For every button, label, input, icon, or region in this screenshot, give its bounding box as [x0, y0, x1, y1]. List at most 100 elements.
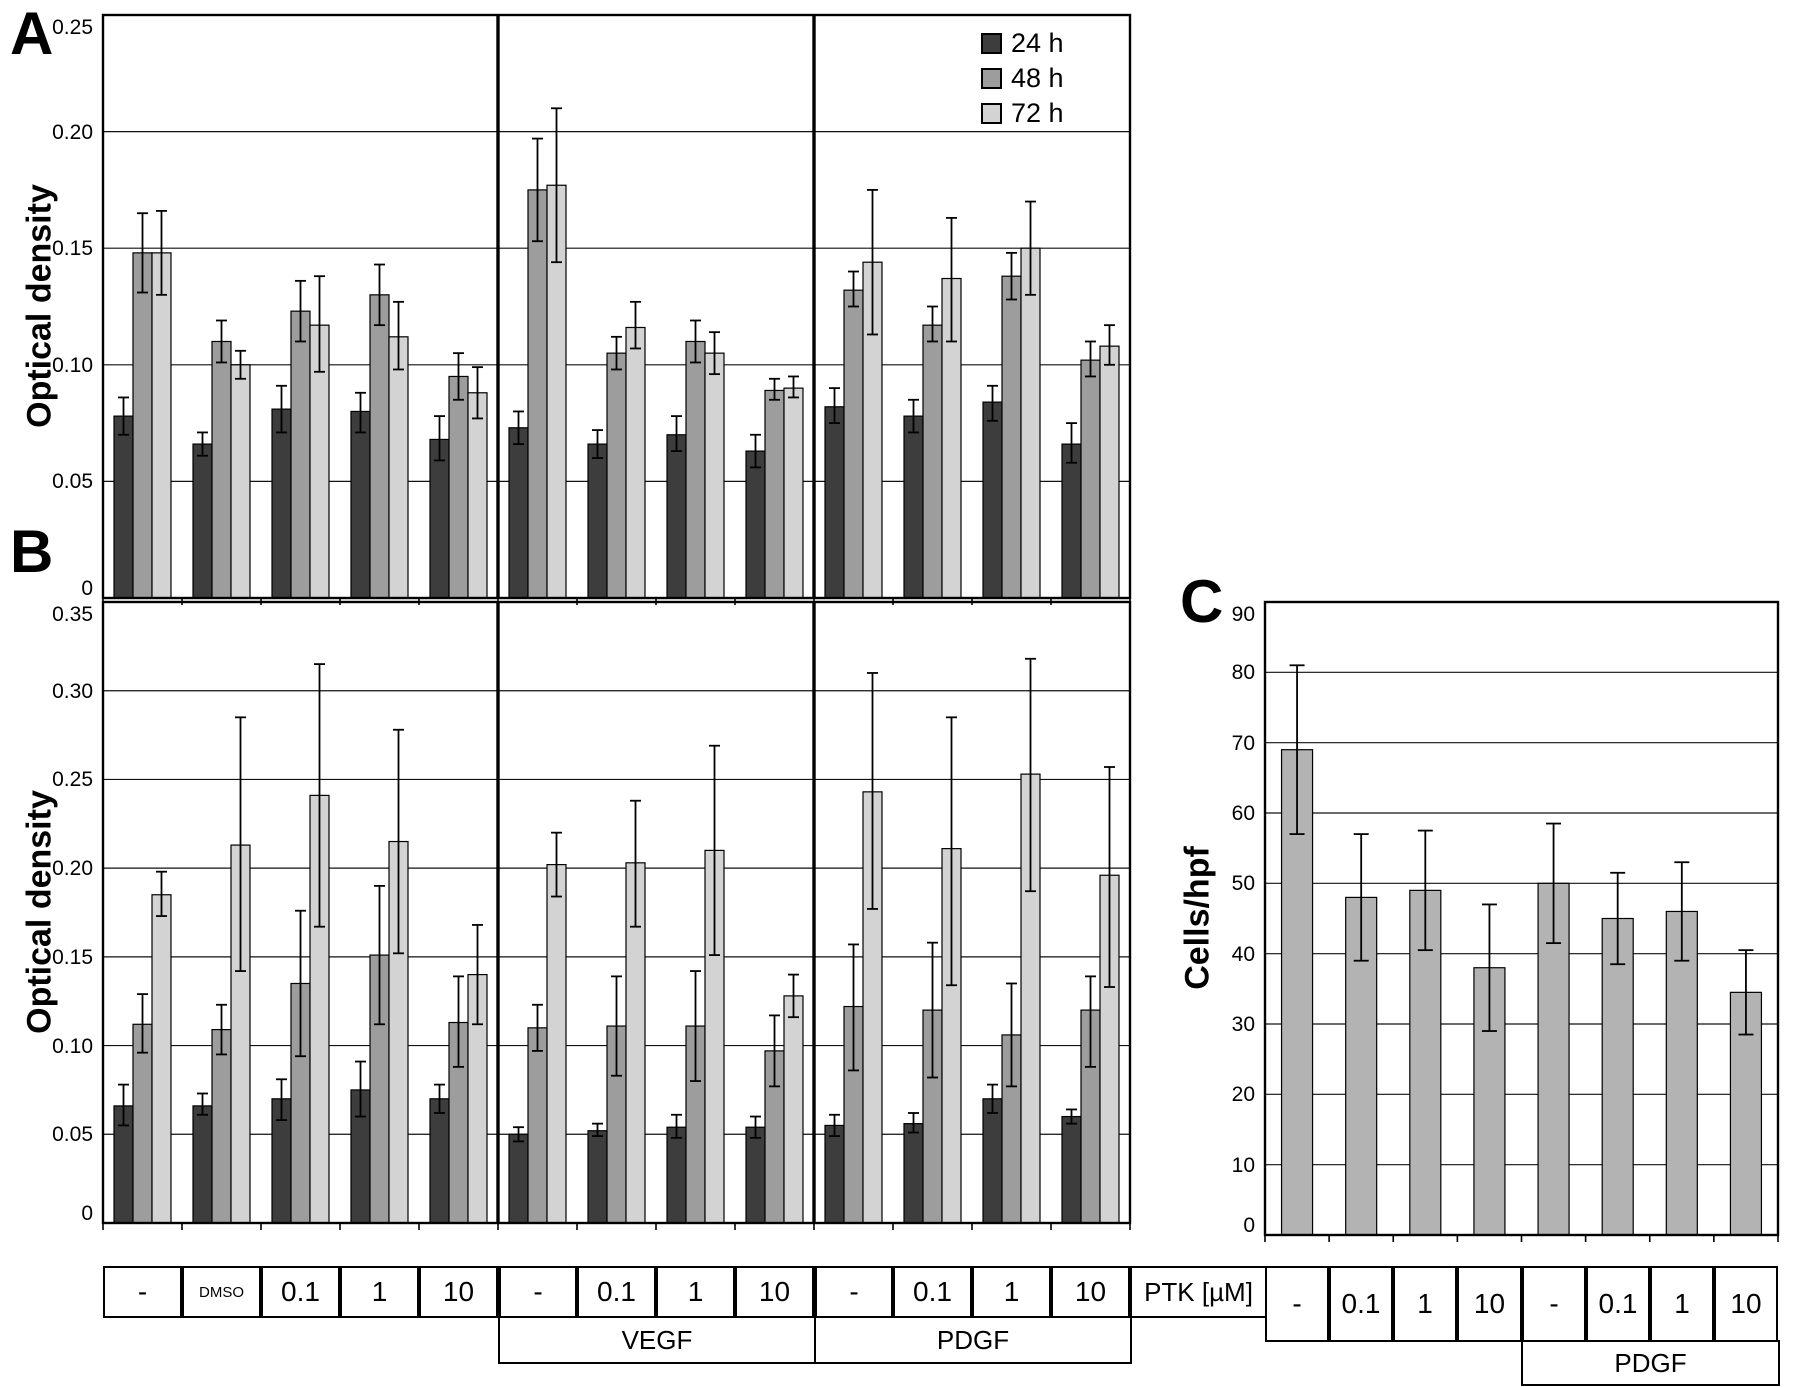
bar [429, 1098, 450, 1224]
panel-c-chart [1263, 600, 1780, 1242]
bar [903, 415, 924, 599]
legend-item-48h: 48 h [981, 61, 1064, 96]
group-label-cell: 0.1 [1329, 1266, 1393, 1342]
bar [843, 289, 864, 599]
bar [211, 340, 232, 599]
bar [1601, 917, 1634, 1236]
y-tick-label: 0 [81, 577, 93, 600]
bar [824, 406, 845, 599]
bar [429, 438, 450, 599]
panel-c-y-axis-title: Cells/hpf [1178, 846, 1217, 990]
group-label-cell: 0.1 [577, 1266, 656, 1318]
y-tick-label: 0.10 [52, 353, 93, 377]
y-tick-label: 60 [1231, 802, 1255, 825]
bar [448, 375, 469, 599]
bar [745, 450, 766, 599]
panel-b-y-axis-title: Optical density [20, 790, 59, 1034]
group-label-cell: DMSO [182, 1266, 261, 1318]
bar [192, 1105, 213, 1224]
group-label-cell: 1 [1393, 1266, 1457, 1342]
vegf-bracket: VEGF [498, 1316, 816, 1364]
bar [151, 894, 172, 1224]
y-tick-label: 10 [1231, 1153, 1255, 1177]
legend-swatch-72h-icon [981, 103, 1002, 124]
group-label-cell: 10 [735, 1266, 814, 1318]
bar [369, 294, 390, 599]
group-label-cell: - [1265, 1266, 1329, 1342]
group-label-cell: 1 [656, 1266, 735, 1318]
bar [1665, 910, 1698, 1236]
y-tick-label: 0.25 [52, 768, 93, 792]
bar [685, 340, 706, 599]
bar [783, 995, 804, 1224]
group-label-cell: 10 [1457, 1266, 1522, 1342]
bar [745, 1126, 766, 1224]
y-tick-label: 80 [1231, 661, 1255, 685]
bar [704, 352, 725, 599]
bar [271, 408, 292, 599]
bar [1080, 359, 1101, 599]
bar [508, 1133, 529, 1224]
y-tick-label: 0.15 [52, 945, 93, 969]
group-label-cell: 0.1 [1586, 1266, 1650, 1342]
legend-item-72h: 72 h [981, 96, 1064, 131]
y-tick-label: 0.15 [52, 237, 93, 261]
plot-frame [101, 13, 1132, 600]
bar [764, 389, 785, 599]
bar [290, 310, 311, 599]
group-label-cell: 10 [1051, 1266, 1130, 1318]
bar [1099, 345, 1120, 599]
legend-swatch-48h-icon [981, 68, 1002, 89]
bar [625, 326, 646, 599]
legend: 24 h 48 h 72 h [981, 26, 1064, 131]
group-label-cell: - [103, 1266, 182, 1318]
plot-frame [101, 600, 1132, 1225]
group-label-cell: 1 [1650, 1266, 1714, 1342]
y-tick-label: 0 [81, 1202, 93, 1225]
y-tick-label: 0.25 [52, 16, 93, 39]
bar [1001, 275, 1022, 599]
group-label-cell: 0.1 [261, 1266, 340, 1318]
bar [587, 443, 608, 599]
group-label-cell: 10 [419, 1266, 498, 1318]
bar [151, 252, 172, 599]
panel-a-chart [101, 13, 1132, 605]
bar [132, 1023, 153, 1224]
panel-c-label: C [1180, 568, 1224, 635]
bar [132, 252, 153, 599]
y-tick-label: 0.20 [52, 857, 93, 881]
bar [350, 410, 371, 599]
legend-label-48h: 48 h [1011, 63, 1064, 93]
bar [527, 1027, 548, 1224]
y-tick-label: 0.10 [52, 1034, 93, 1058]
bar [982, 401, 1003, 599]
plot-frame [1263, 600, 1780, 1237]
bar [211, 1029, 232, 1224]
group-label-cell: 0.1 [893, 1266, 972, 1318]
bar [546, 863, 567, 1224]
legend-item-24h: 24 h [981, 26, 1064, 61]
bar [113, 415, 134, 599]
legend-swatch-24h-icon [981, 33, 1002, 54]
pdgf-bracket-c: PDGF [1521, 1340, 1780, 1386]
y-tick-label: 0.35 [52, 603, 93, 626]
group-label-cell: 1 [340, 1266, 419, 1318]
panel-b-label: B [10, 518, 54, 585]
bar [903, 1123, 924, 1224]
bar [783, 387, 804, 599]
y-tick-label: 0 [1243, 1214, 1255, 1237]
group-label-cell: 1 [972, 1266, 1051, 1318]
bar [388, 336, 409, 599]
y-tick-label: 50 [1231, 872, 1255, 896]
y-tick-label: 0.30 [52, 679, 93, 703]
bar [508, 427, 529, 599]
bar [982, 1098, 1003, 1224]
bar [1061, 443, 1082, 599]
legend-label-72h: 72 h [1011, 98, 1064, 128]
bar [666, 434, 687, 599]
bar [527, 189, 548, 599]
bar [666, 1126, 687, 1224]
bar [467, 392, 488, 599]
panel-a-y-axis-title: Optical density [20, 184, 59, 428]
